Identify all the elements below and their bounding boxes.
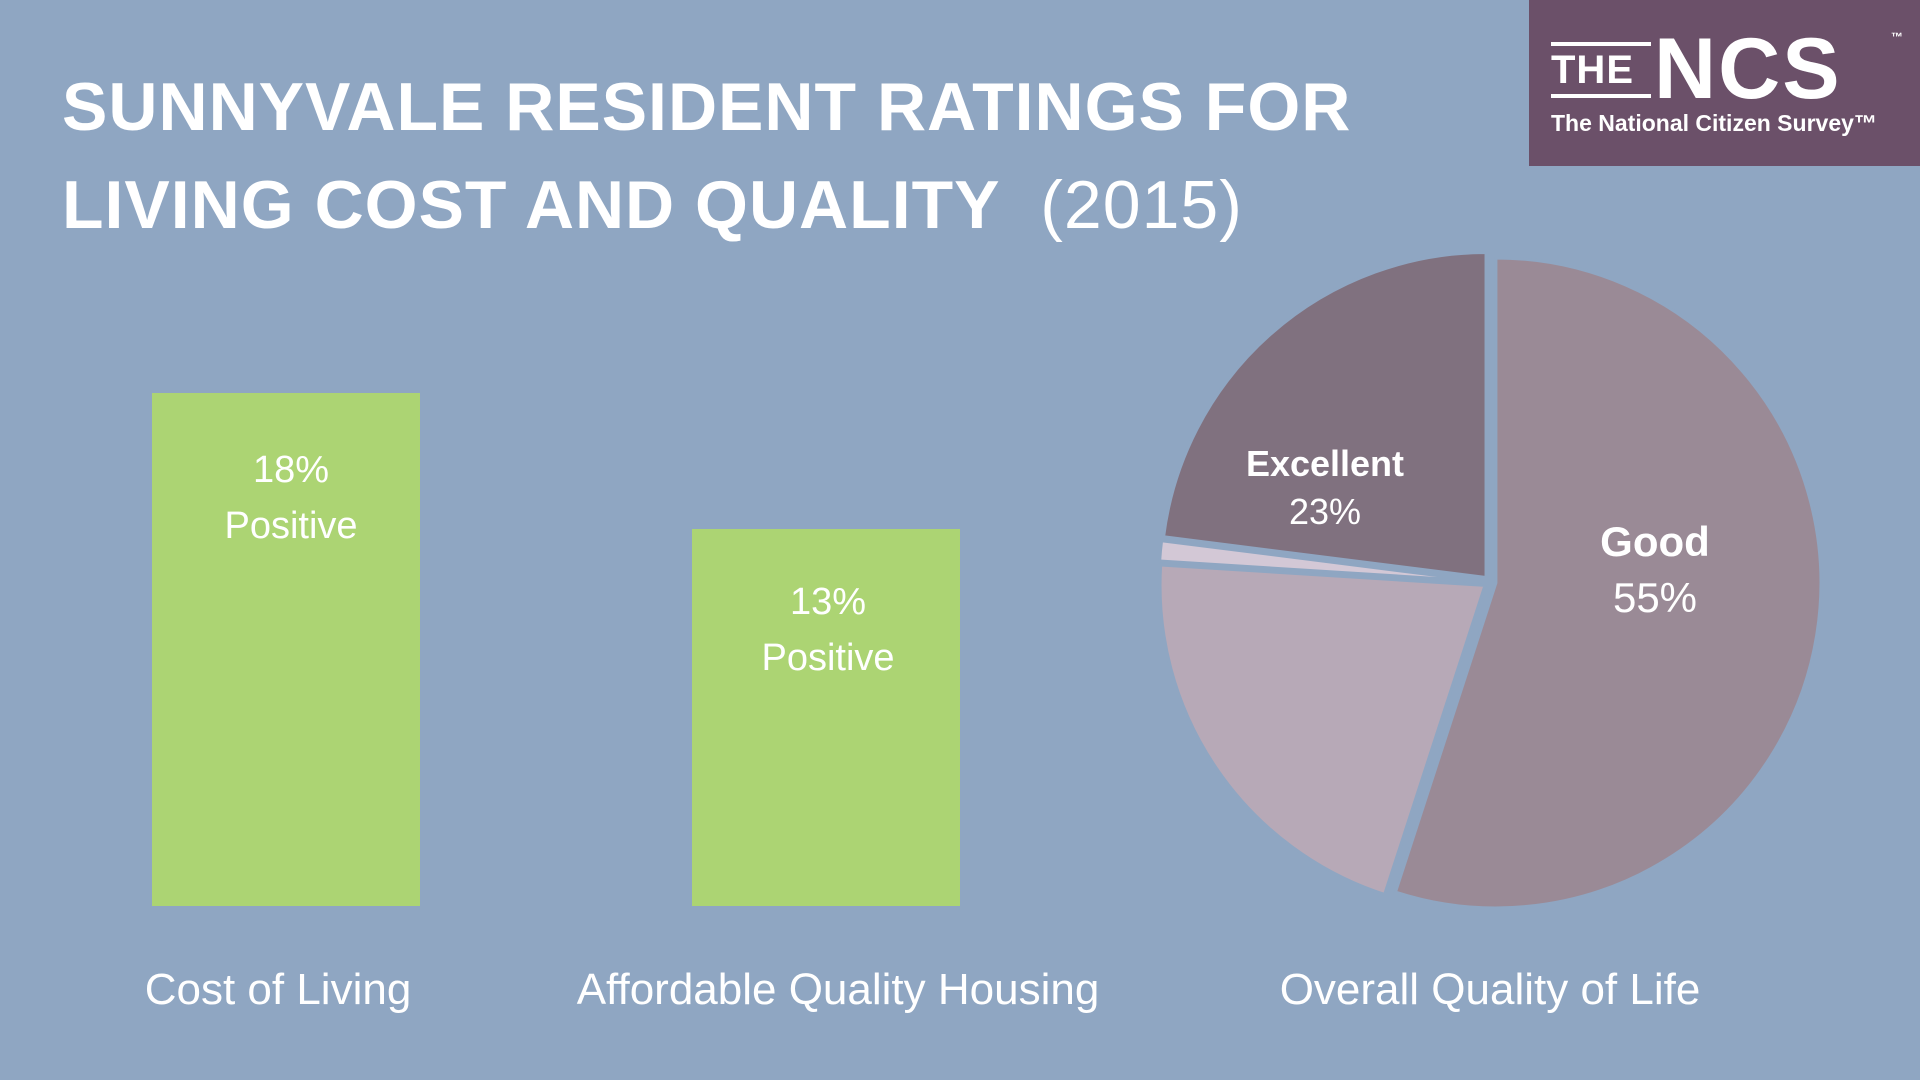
category-label-quality-of-life: Overall Quality of Life <box>1279 965 1701 1014</box>
pie-slice-good <box>1393 256 1823 910</box>
title-line-2: LIVING COST AND QUALITY (2015) <box>62 156 1351 254</box>
pie-label-good: Good <box>1600 518 1710 565</box>
category-label-cost-of-living: Cost of Living <box>144 965 412 1014</box>
title-line-2-text: LIVING COST AND QUALITY <box>62 167 1001 243</box>
pie-value-good: 55% <box>1613 574 1697 621</box>
pie-label-excellent: Excellent <box>1246 443 1404 484</box>
pie-slice-excellent <box>1161 250 1488 580</box>
chart-title: SUNNYVALE RESIDENT RATINGS FOR LIVING CO… <box>62 58 1351 254</box>
category-label-affordable-housing: Affordable Quality Housing <box>576 965 1100 1014</box>
bar-label-cost-of-living: 18% Positive <box>152 442 430 554</box>
pie-slice-unlabeled-2 <box>1158 539 1485 583</box>
bar-text-cost-of-living: Positive <box>224 505 358 547</box>
logo-ncs-text: NCS <box>1654 21 1842 117</box>
title-line-1: SUNNYVALE RESIDENT RATINGS FOR <box>62 69 1352 145</box>
ncs-logo-mark: THE NCS ™ <box>1551 24 1906 114</box>
logo-the-text: THE <box>1551 42 1651 98</box>
pie-value-excellent: 23% <box>1289 491 1361 532</box>
bar-value-affordable-housing: 13% <box>789 581 867 623</box>
pie-slice-unlabeled-1 <box>1158 563 1488 897</box>
ncs-logo: THE NCS ™ The National Citizen Survey™ <box>1529 0 1920 166</box>
logo-tm-text: ™ <box>1891 30 1903 44</box>
bar-text-affordable-housing: Positive <box>761 637 895 679</box>
bar-value-cost-of-living: 18% <box>252 449 330 491</box>
bar-label-affordable-housing: 13% Positive <box>692 574 964 686</box>
bar-cost-of-living <box>152 393 420 906</box>
logo-subtitle: The National Citizen Survey™ <box>1551 110 1877 136</box>
bar-affordable-housing <box>692 529 960 906</box>
title-year: (2015) <box>1040 167 1243 243</box>
